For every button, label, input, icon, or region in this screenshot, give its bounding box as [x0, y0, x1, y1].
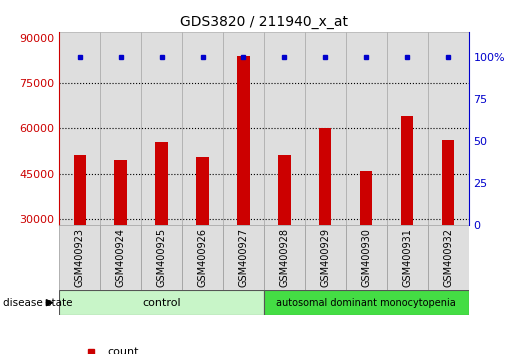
Title: GDS3820 / 211940_x_at: GDS3820 / 211940_x_at — [180, 16, 348, 29]
Bar — [237, 56, 250, 225]
Text: GSM400925: GSM400925 — [157, 228, 166, 287]
Bar — [428, 32, 469, 225]
Bar — [346, 225, 387, 290]
Bar — [346, 32, 387, 225]
Bar — [182, 32, 223, 225]
Bar — [59, 225, 100, 290]
Legend: count, percentile rank within the sample: count, percentile rank within the sample — [80, 348, 295, 354]
Bar — [442, 141, 454, 225]
Bar — [427, 225, 469, 290]
Text: GSM400929: GSM400929 — [320, 228, 330, 287]
Bar — [223, 32, 264, 225]
Text: GSM400924: GSM400924 — [116, 228, 126, 287]
Bar — [156, 142, 168, 225]
Bar — [74, 155, 86, 225]
Text: GSM400928: GSM400928 — [280, 228, 289, 287]
Bar — [141, 32, 182, 225]
Text: GSM400927: GSM400927 — [238, 228, 248, 287]
Bar — [59, 290, 264, 315]
Bar — [278, 155, 290, 225]
Bar — [264, 290, 469, 315]
Bar — [264, 225, 305, 290]
Text: GSM400926: GSM400926 — [198, 228, 208, 287]
Text: GSM400932: GSM400932 — [443, 228, 453, 287]
Text: GSM400931: GSM400931 — [402, 228, 412, 287]
Bar — [114, 160, 127, 225]
Text: control: control — [142, 298, 181, 308]
Bar — [387, 32, 428, 225]
Bar — [387, 225, 427, 290]
Bar — [196, 157, 209, 225]
Bar — [305, 32, 346, 225]
Text: GSM400923: GSM400923 — [75, 228, 84, 287]
Bar — [100, 32, 141, 225]
Bar — [141, 225, 182, 290]
Bar — [182, 225, 223, 290]
Bar — [305, 225, 346, 290]
Bar — [100, 225, 141, 290]
Text: GSM400930: GSM400930 — [362, 228, 371, 287]
Bar — [401, 116, 414, 225]
Bar — [223, 225, 264, 290]
Bar — [360, 171, 372, 225]
Bar — [59, 32, 100, 225]
Bar — [319, 128, 332, 225]
Text: disease state: disease state — [3, 298, 72, 308]
Bar — [264, 32, 305, 225]
Text: autosomal dominant monocytopenia: autosomal dominant monocytopenia — [277, 298, 456, 308]
